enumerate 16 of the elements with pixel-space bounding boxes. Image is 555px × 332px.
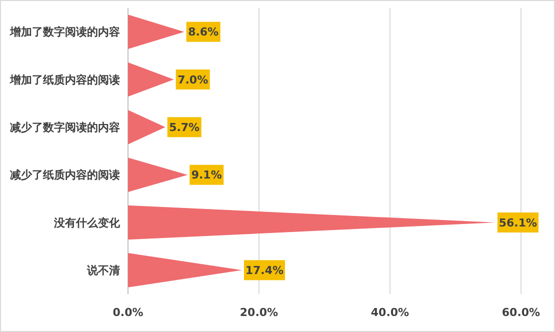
data-label: 56.1% [498,216,538,230]
data-label: 5.7% [169,121,200,134]
x-tick-label: 20.0% [240,306,278,319]
y-tick-label: 没有什么变化 [53,216,121,230]
data-label: 7.0% [178,73,208,86]
data-label: 8.6% [188,26,219,39]
x-tick-label: 60.0% [502,306,540,319]
y-tick-label: 增加了纸质内容的阅读 [9,73,120,86]
data-label: 17.4% [245,264,284,278]
y-tick-label: 说不清 [86,264,120,278]
y-tick-label: 减少了纸质内容的阅读 [10,168,120,182]
x-tick-label: 0.0% [112,306,144,319]
data-label: 9.1% [191,168,222,182]
y-tick-label: 增加了数字阅读的内容 [9,26,120,39]
y-tick-label: 减少了数字阅读的内容 [10,121,120,134]
x-tick-label: 40.0% [370,306,410,319]
